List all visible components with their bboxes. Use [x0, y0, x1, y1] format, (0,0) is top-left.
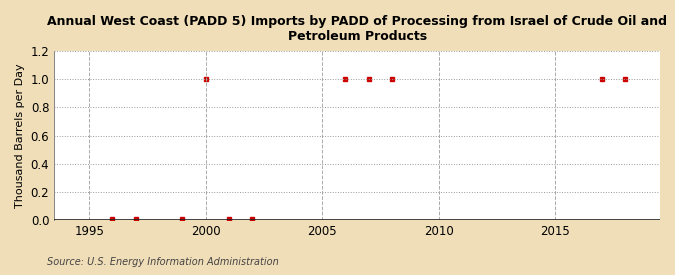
Title: Annual West Coast (PADD 5) Imports by PADD of Processing from Israel of Crude Oi: Annual West Coast (PADD 5) Imports by PA… [47, 15, 667, 43]
Y-axis label: Thousand Barrels per Day: Thousand Barrels per Day [15, 63, 25, 208]
Text: Source: U.S. Energy Information Administration: Source: U.S. Energy Information Administ… [47, 257, 279, 267]
